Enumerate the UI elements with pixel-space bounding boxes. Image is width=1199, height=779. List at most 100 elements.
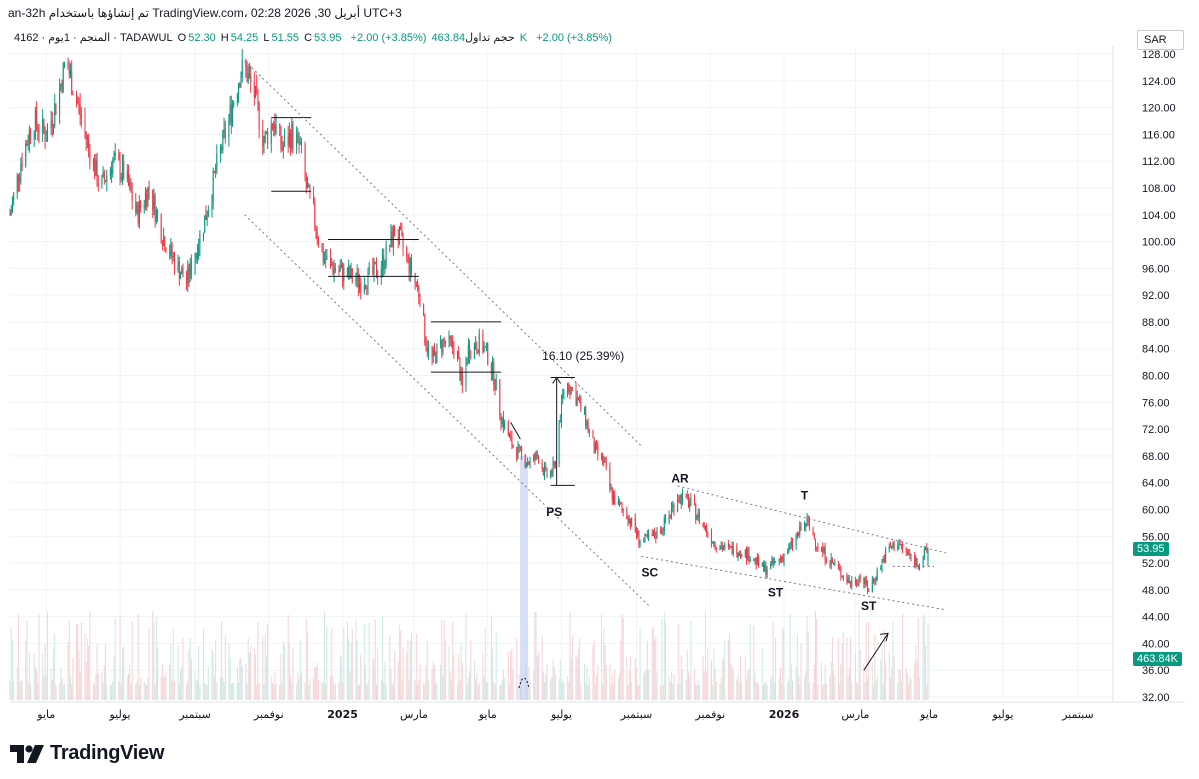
candle-body [182, 268, 184, 278]
candle-body [169, 252, 171, 256]
candle-body [61, 83, 63, 91]
volume-bar [504, 678, 506, 700]
volume-bar [313, 677, 315, 700]
candle-body [470, 356, 472, 358]
candle-body [43, 118, 45, 131]
candle-body [262, 129, 264, 146]
volume-bar [394, 650, 396, 700]
volume-bar [165, 672, 167, 700]
volume-bar [323, 611, 325, 700]
volume-bar [314, 667, 316, 700]
candle-body [712, 542, 714, 544]
candle-body [764, 564, 766, 571]
volume-bar [645, 670, 647, 700]
volume-bar [173, 681, 175, 700]
channel-upper-line [244, 60, 642, 447]
volume-bar [461, 662, 463, 700]
pattern-label: PS [546, 505, 562, 519]
volume-bar [662, 685, 664, 700]
x-tick-label: يوليو [991, 708, 1013, 721]
volume-bar [79, 672, 81, 700]
volume-bar [297, 671, 299, 700]
wedge-upper-line [677, 485, 947, 554]
tradingview-logo[interactable]: TradingView [10, 742, 164, 765]
volume-bar [346, 621, 348, 700]
candle-body [368, 265, 370, 269]
volume-bar [228, 642, 230, 700]
volume-bar [414, 680, 416, 700]
currency-selector[interactable]: SAR [1137, 30, 1184, 50]
volume-bar [510, 650, 512, 700]
volume-bar [806, 616, 808, 700]
candle-body [9, 214, 11, 216]
candle-body [719, 548, 721, 550]
volume-bar [792, 680, 794, 700]
candle-body [856, 583, 858, 585]
volume-bar [922, 616, 924, 700]
volume-bar [756, 681, 758, 700]
volume-bar [67, 642, 69, 700]
candle-body [340, 264, 342, 269]
volume-bar [236, 667, 238, 700]
volume-bar [262, 636, 264, 700]
candle-body [619, 500, 621, 504]
legend-symbol[interactable]: 4162 · المنجم · 1يوم · TADAWUL [14, 32, 173, 44]
volume-bar [326, 626, 328, 700]
candle-body [143, 205, 145, 208]
volume-bar [842, 632, 844, 700]
candle-body [257, 92, 259, 104]
candle-body [211, 200, 213, 211]
candle-body [679, 495, 681, 502]
candle-body [579, 398, 581, 400]
volume-bar [918, 678, 920, 700]
candle-body [136, 205, 138, 212]
candle-body [906, 551, 908, 553]
candle-body [541, 462, 543, 469]
legend-volume-change: +2.00 (+3.85%) [536, 32, 612, 44]
candle-body [241, 60, 243, 78]
candle-body [542, 468, 544, 476]
candle-body [363, 286, 365, 293]
candle-body [527, 462, 529, 464]
volume-bar [233, 682, 235, 700]
candle-body [222, 129, 224, 151]
volume-bar [45, 675, 47, 700]
candle-body [427, 347, 429, 353]
candle-body [264, 132, 266, 142]
candle-body [348, 267, 350, 277]
candle-body [88, 138, 90, 148]
volume-bar [164, 676, 166, 700]
candle-body [16, 174, 18, 193]
candle-body [383, 255, 385, 270]
volume-bar [703, 670, 705, 700]
candle-body [21, 163, 23, 167]
volume-bar [131, 620, 133, 700]
volume-bar [44, 644, 46, 700]
candle-body [500, 414, 502, 425]
volume-bar [603, 628, 605, 700]
drawings[interactable]: 16.10 (25.39%) [244, 60, 947, 671]
legend-low-label: L [263, 32, 270, 44]
volume-bar [161, 663, 163, 700]
candle-body [238, 83, 240, 95]
volume-bar [925, 645, 927, 700]
volume-bar [16, 667, 18, 700]
candle-body [762, 562, 764, 571]
candle-body [297, 134, 299, 136]
axes: 128.00 124.00 120.00 116.00 112.00 108.00 104.… [10, 46, 1185, 721]
volume-bar [517, 684, 519, 700]
volume-bar [188, 649, 190, 700]
candles[interactable] [9, 48, 929, 595]
volume-bar [238, 682, 240, 700]
candle-body [300, 142, 302, 145]
candle-body [707, 532, 709, 534]
candle-body [69, 70, 71, 75]
volume-bar [356, 640, 358, 700]
candle-body [55, 103, 57, 115]
y-tick-label: 80.00 [1142, 371, 1170, 383]
volume-bar [605, 664, 607, 700]
volume-bar [398, 624, 400, 700]
volume-bar [38, 614, 40, 700]
candle-body [710, 533, 712, 543]
